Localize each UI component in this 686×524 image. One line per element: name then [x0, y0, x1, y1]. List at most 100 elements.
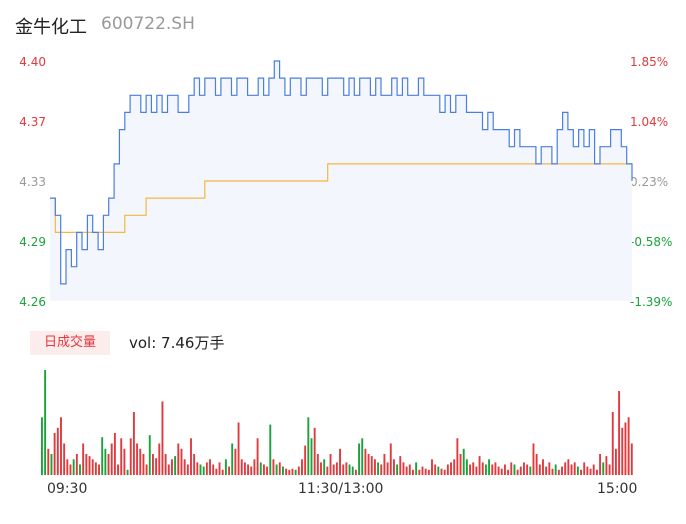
volume-bar: [599, 454, 602, 475]
volume-bar: [320, 462, 322, 475]
volume-bar: [462, 448, 465, 476]
y-tick-pct-1: 1.04%: [630, 115, 669, 129]
volume-bar: [247, 464, 250, 475]
volume-bar: [272, 459, 275, 476]
volume-bar: [580, 469, 582, 476]
volume-bar: [221, 469, 224, 476]
volume-bar: [237, 422, 240, 475]
volume-bar: [66, 459, 69, 476]
volume-bar: [167, 464, 170, 475]
volume-bar: [282, 466, 284, 475]
y-tick-pct-4: -1.39%: [630, 295, 673, 309]
volume-bar: [510, 462, 513, 475]
y-tick-pct-2: 0.23%: [630, 175, 669, 189]
volume-bar: [285, 468, 288, 475]
volume-bar: [484, 464, 487, 475]
volume-bar: [44, 370, 47, 475]
volume-bar: [576, 466, 579, 475]
volume-bar: [503, 464, 506, 475]
volume-bar: [392, 459, 395, 476]
volume-bar: [142, 454, 145, 475]
volume-bar: [526, 464, 529, 475]
volume-bar: [586, 466, 589, 475]
volume-bar: [459, 454, 462, 475]
volume-bar: [624, 422, 627, 475]
volume-bar: [408, 464, 411, 475]
volume-bar: [456, 438, 459, 476]
price-line: [50, 60, 633, 285]
volume-bar: [335, 462, 338, 475]
volume-bar: [310, 438, 313, 476]
volume-bar: [399, 456, 402, 475]
y-tick-price-0: 4.40: [19, 55, 46, 69]
volume-bar: [396, 464, 399, 475]
volume-bar: [475, 466, 478, 475]
volume-bar: [383, 454, 386, 475]
volume-bar: [250, 466, 253, 475]
volume-bar: [94, 462, 97, 475]
volume-bar: [126, 469, 129, 476]
volume-bar: [342, 464, 345, 475]
volume-bar: [377, 462, 380, 475]
volume-bar: [339, 448, 341, 476]
volume-bar: [240, 459, 243, 476]
volume-bar: [523, 462, 525, 475]
volume-bar: [98, 464, 100, 475]
volume-bar: [542, 459, 544, 476]
volume-bar: [294, 469, 297, 476]
volume-bar: [469, 464, 471, 475]
volume-bar: [313, 427, 316, 476]
volume-bar: [183, 459, 186, 476]
volume-bar: [218, 462, 221, 475]
volume-bar: [161, 401, 164, 475]
volume-bar: [79, 464, 81, 475]
volume-bar: [85, 454, 88, 475]
volume-bar: [570, 464, 573, 475]
volume-bar: [497, 466, 500, 475]
volume-bar: [234, 448, 237, 476]
volume-bar: [405, 466, 408, 475]
volume-bar: [332, 464, 335, 475]
volume-summary: vol: 7.46万手: [129, 334, 225, 352]
y-tick-pct-3: -0.58%: [630, 235, 673, 249]
volume-bar: [630, 443, 633, 475]
volume-bar: [500, 468, 503, 475]
volume-bar: [60, 417, 62, 476]
volume-bar: [627, 417, 630, 476]
volume-bar: [602, 462, 605, 475]
volume-bar: [551, 468, 554, 475]
volume-bar: [519, 466, 522, 475]
volume-bar: [418, 469, 421, 476]
volume-bar: [329, 454, 332, 475]
volume-bar: [50, 454, 53, 475]
volume-bar: [120, 438, 123, 476]
volume-bar: [107, 454, 110, 475]
volume-bar: [446, 464, 449, 475]
volume-bar: [190, 438, 192, 476]
volume-bar: [82, 443, 85, 475]
volume-bar: [561, 466, 563, 475]
volume-bar: [532, 443, 535, 475]
volume-bar: [228, 466, 230, 475]
volume-bar: [132, 412, 135, 475]
volume-bar: [373, 459, 376, 476]
volume-bar: [110, 443, 113, 475]
volume-bar: [180, 448, 183, 476]
volume-bar: [253, 459, 256, 476]
volume-bar: [186, 464, 189, 475]
volume-bar: [158, 443, 161, 475]
volume-bar: [437, 466, 440, 475]
y-tick-price-3: 4.29: [19, 235, 46, 249]
volume-bar: [443, 469, 446, 476]
volume-bar: [573, 462, 576, 475]
volume-bar: [155, 458, 158, 475]
y-tick-price-1: 4.37: [19, 115, 46, 129]
volume-label-badge: 日成交量: [30, 331, 110, 355]
stock-code: 600722.SH: [101, 14, 195, 34]
volume-bar: [75, 454, 78, 475]
volume-bar: [113, 433, 116, 475]
volume-bar: [564, 462, 567, 475]
volume-bar: [215, 468, 218, 475]
volume-bar: [345, 462, 348, 475]
volume-bar: [351, 466, 354, 475]
